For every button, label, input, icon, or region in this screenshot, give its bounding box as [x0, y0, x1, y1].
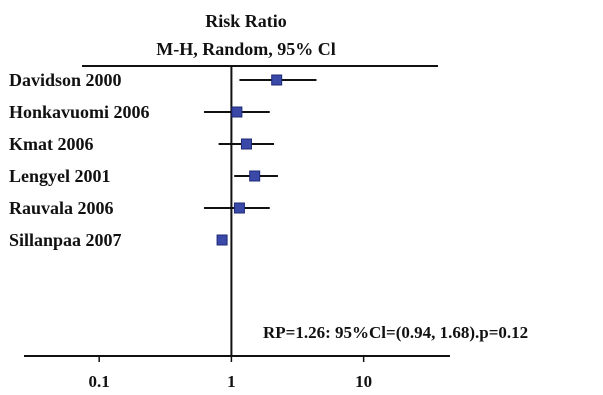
study-label: Sillanpaa 2007 [9, 230, 122, 250]
x-axis-tick-label: 10 [355, 372, 372, 391]
effect-estimate-marker [216, 234, 228, 246]
study-labels: Davidson 2000 Honkavuomi 2006 Kmat 2006 Len… [9, 70, 150, 250]
effect-estimate-marker [240, 138, 252, 150]
summary-statistic: RP=1.26: 95%Cl=(0.94, 1.68).p=0.12 [263, 323, 528, 342]
effect-estimate-marker [233, 202, 245, 214]
effect-estimate-marker [249, 170, 261, 182]
study-label: Kmat 2006 [9, 134, 94, 154]
effect-estimate-marker [271, 74, 283, 86]
study-label: Rauvala 2006 [9, 198, 114, 218]
chart-title: Risk Ratio [205, 11, 287, 31]
study-label: Lengyel 2001 [9, 166, 111, 186]
confidence-interval-lines [203, 79, 317, 241]
effect-estimate-marker [231, 106, 243, 118]
x-axis-ticks: 0.1 1 10 [89, 356, 372, 391]
x-axis-tick-label: 1 [227, 372, 236, 391]
chart-subtitle: M-H, Random, 95% Cl [156, 39, 336, 59]
x-axis-tick-label: 0.1 [89, 372, 110, 391]
study-label: Honkavuomi 2006 [9, 102, 150, 122]
effect-markers [216, 74, 283, 246]
study-label: Davidson 2000 [9, 70, 122, 90]
